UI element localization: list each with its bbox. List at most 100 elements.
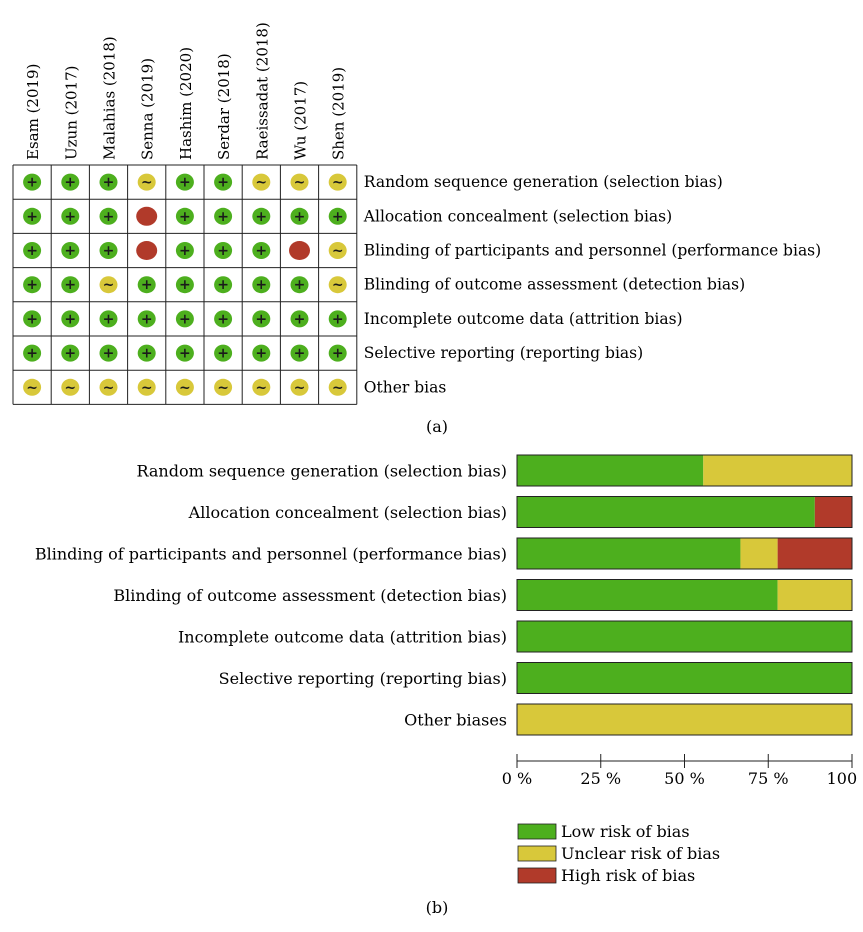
judgement-high-icon xyxy=(136,241,158,260)
judgement-symbol: + xyxy=(255,346,267,362)
judgement-low-icon xyxy=(99,242,118,259)
x-tick-label: 75 % xyxy=(748,769,789,788)
study-name-label: Esam (2019) xyxy=(24,64,42,160)
judgement-symbol: ~ xyxy=(255,175,267,191)
judgement-low-icon xyxy=(61,344,80,362)
legend-label: High risk of bias xyxy=(561,866,695,885)
risk-of-bias-graph-panel: Random sequence generation (selection bi… xyxy=(35,454,863,788)
judgement-low-icon xyxy=(23,344,42,362)
judgement-symbol: + xyxy=(26,311,38,327)
judgement-symbol: + xyxy=(103,346,115,362)
bar-outline xyxy=(516,620,853,653)
judgement-symbol: ~ xyxy=(26,380,38,396)
judgement-low-icon xyxy=(23,173,42,191)
judgement-symbol: + xyxy=(217,277,229,293)
judgement-low-icon xyxy=(99,344,118,362)
judgement-symbol: + xyxy=(64,243,76,259)
judgement-low-icon xyxy=(23,207,42,225)
judgement-symbol: + xyxy=(179,243,191,259)
judgement-symbol: + xyxy=(64,277,76,293)
judgement-low-icon xyxy=(175,310,194,328)
judgement-low-icon xyxy=(137,276,156,294)
judgement-symbol: + xyxy=(294,311,306,327)
panel-label-b: (b) xyxy=(426,898,449,917)
judgement-symbol: + xyxy=(217,175,229,191)
judgement-symbol: + xyxy=(179,346,191,362)
bar-segment-high xyxy=(814,496,852,528)
judgement-low-icon xyxy=(290,276,309,294)
x-tick-label: 25 % xyxy=(580,769,621,788)
judgement-symbol: + xyxy=(255,209,267,225)
judgement-low-icon xyxy=(214,276,233,294)
category-label: Random sequence generation (selection bi… xyxy=(136,462,507,481)
judgement-unclear-icon xyxy=(61,378,80,396)
x-tick-label: 100 % xyxy=(827,769,863,788)
judgement-low-icon xyxy=(290,207,309,225)
judgement-high-icon xyxy=(289,241,310,260)
judgement-symbol: ~ xyxy=(141,175,153,191)
judgement-low-icon xyxy=(175,242,194,259)
bar-segment-unclear xyxy=(517,704,852,735)
judgement-symbol: + xyxy=(64,311,76,327)
bar-outline xyxy=(516,662,853,694)
judgement-low-icon xyxy=(252,276,271,294)
domain-label: Other bias xyxy=(364,378,447,396)
risk-of-bias-summary-panel: Esam (2019) Uzun (2017) Malahias (2018) Sen… xyxy=(12,22,821,405)
legend-label: Low risk of bias xyxy=(561,822,690,841)
judgement-symbol: + xyxy=(332,209,344,225)
study-name-label: Serdar (2018) xyxy=(215,53,233,160)
legend-label: Unclear risk of bias xyxy=(561,844,720,863)
judgement-low-icon xyxy=(290,344,309,362)
judgement-symbol: + xyxy=(103,311,115,327)
bar-segment-low xyxy=(517,662,852,694)
judgement-symbol: + xyxy=(217,243,229,259)
judgement-symbol: + xyxy=(64,175,76,191)
judgement-unclear-icon xyxy=(252,173,271,191)
judgement-symbol: ~ xyxy=(255,380,267,396)
judgement-unclear-icon xyxy=(328,378,347,396)
judgement-symbol: ~ xyxy=(332,243,344,259)
judgement-symbol: + xyxy=(179,175,191,191)
judgement-symbol: + xyxy=(332,346,344,362)
judgement-symbol: + xyxy=(103,209,115,225)
category-label: Blinding of outcome assessment (detectio… xyxy=(113,586,507,605)
domain-label: Blinding of outcome assessment (detectio… xyxy=(364,276,745,294)
judgement-low-icon xyxy=(214,310,233,328)
category-label: Selective reporting (reporting bias) xyxy=(219,669,507,688)
judgement-symbol: + xyxy=(103,175,115,191)
judgement-low-icon xyxy=(137,344,156,362)
judgement-symbol: + xyxy=(141,346,153,362)
judgement-low-icon xyxy=(214,173,233,191)
judgement-symbol: ~ xyxy=(294,175,306,191)
judgement-symbol: + xyxy=(217,209,229,225)
judgement-symbol: + xyxy=(141,311,153,327)
judgement-unclear-icon xyxy=(252,378,271,396)
domain-label: Incomplete outcome data (attrition bias) xyxy=(364,310,683,328)
judgement-symbol: + xyxy=(64,346,76,362)
bar-segment-unclear xyxy=(777,579,852,611)
category-label: Other biases xyxy=(404,711,507,730)
judgement-symbol: + xyxy=(179,209,191,225)
judgement-symbol: + xyxy=(26,175,38,191)
judgement-symbol: + xyxy=(26,346,38,362)
judgement-low-icon xyxy=(137,310,156,328)
judgement-unclear-icon xyxy=(290,173,309,191)
category-label: Blinding of participants and personnel (… xyxy=(35,545,507,564)
judgement-low-icon xyxy=(23,276,42,294)
bar-segment-low xyxy=(517,579,778,611)
legend-swatch-low xyxy=(517,823,557,840)
judgement-symbol: + xyxy=(332,311,344,327)
judgement-symbol: + xyxy=(255,243,267,259)
study-name-label: Hashim (2020) xyxy=(177,47,195,160)
study-name-label: Raeissadat (2018) xyxy=(253,22,271,160)
judgement-symbol: + xyxy=(26,209,38,225)
judgement-low-icon xyxy=(175,207,194,225)
study-name-label: Shen (2019) xyxy=(330,67,348,160)
judgement-symbol: ~ xyxy=(332,277,344,293)
judgement-low-icon xyxy=(328,310,347,328)
judgement-unclear-icon xyxy=(328,242,347,259)
judgement-symbol: + xyxy=(217,346,229,362)
judgement-symbol: + xyxy=(26,243,38,259)
bar-segment-unclear xyxy=(740,538,778,569)
judgement-low-icon xyxy=(61,207,80,225)
